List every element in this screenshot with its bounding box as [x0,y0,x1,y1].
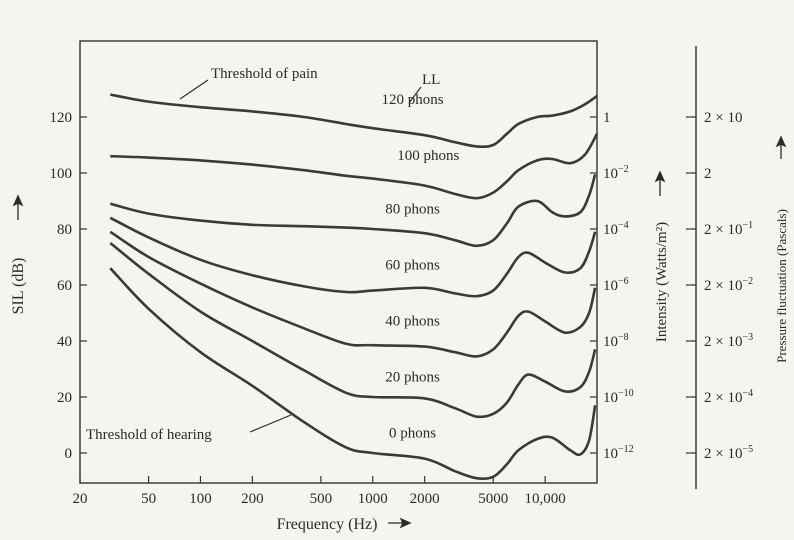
pressure-axis-arrow-icon [775,135,787,159]
series-line-20-phons [109,241,597,419]
y-axis-title: SIL (dB) [10,258,27,315]
series-label: 20 phons [385,369,440,385]
hearing-leader-line [249,414,292,433]
pressure-tick-label: 2 × 10 [704,110,742,126]
series-label: 100 phons [397,148,459,164]
series-label: 80 phons [385,201,440,217]
annotation-threshold-of-hearing: Threshold of hearing [86,427,212,443]
y-tick-label: 0 [65,446,73,462]
x-axis-title: Frequency (Hz) [277,516,378,533]
series-line-60-phons [109,216,597,298]
intensity-tick-label: 10−4 [603,220,629,238]
y-axis-arrow-icon [12,194,24,220]
pressure-tick-label: 2 × 10−3 [704,332,753,350]
series-label: 40 phons [385,313,440,329]
x-tick-label: 5000 [478,491,508,507]
intensity-tick-label: 1 [603,110,611,126]
pain-leader-line [179,79,209,100]
series-label: 120 phons [381,92,443,108]
x-tick-label: 20 [73,491,88,507]
series-line-120-phons [110,93,598,149]
x-tick-label: 10,000 [524,491,565,507]
intensity-tick-label: 10−8 [603,332,629,350]
axis-layer: 20 50 100 200 500 1000 2000 5000 10,000 0 20 40 60 80… [50,110,754,507]
series-layer [109,93,599,481]
ll-leader-line [408,86,422,104]
series-label: 60 phons [385,257,440,273]
plot-frame [79,40,598,484]
x-tick-label: 200 [241,491,264,507]
series-label-layer: 120 phons 100 phons 80 phons 60 phons 40 pho… [381,92,459,441]
intensity-axis-title: Intensity (Watts/m²) [654,222,670,342]
y-tick-label: 60 [57,278,72,294]
annotation-ll: LL [422,72,440,88]
series-label: 0 phons [389,425,436,441]
pressure-tick-label: 2 [704,166,712,182]
series-line-0-phons [109,267,597,481]
annotation-threshold-of-pain: Threshold of pain [211,66,318,82]
intensity-tick-label: 10−12 [603,444,634,462]
x-axis-arrow-icon [388,517,412,529]
intensity-axis-arrow-icon [654,170,666,196]
x-tick-label: 2000 [410,491,440,507]
y-tick-label: 20 [57,390,72,406]
intensity-tick-label: 10−10 [603,388,634,406]
series-line-80-phons [109,174,597,248]
pressure-tick-label: 2 × 10−1 [704,220,753,238]
y-tick-label: 120 [50,110,73,126]
series-line-40-phons [109,230,597,358]
x-tick-label: 1000 [358,491,388,507]
pressure-tick-label: 2 × 10−5 [704,444,753,462]
series-line-100-phons [110,133,599,200]
x-tick-label: 500 [310,491,333,507]
pressure-tick-label: 2 × 10−2 [704,276,753,294]
pressure-tick-label: 2 × 10−4 [704,388,753,406]
intensity-tick-label: 10−6 [603,276,629,294]
intensity-tick-label: 10−2 [603,164,629,182]
y-tick-label: 100 [50,166,73,182]
x-tick-label: 100 [189,491,212,507]
pressure-axis-title: Pressure fluctuation (Pascals) [774,209,789,363]
x-tick-label: 50 [141,491,156,507]
y-tick-label: 40 [57,334,72,350]
y-tick-label: 80 [57,222,72,238]
